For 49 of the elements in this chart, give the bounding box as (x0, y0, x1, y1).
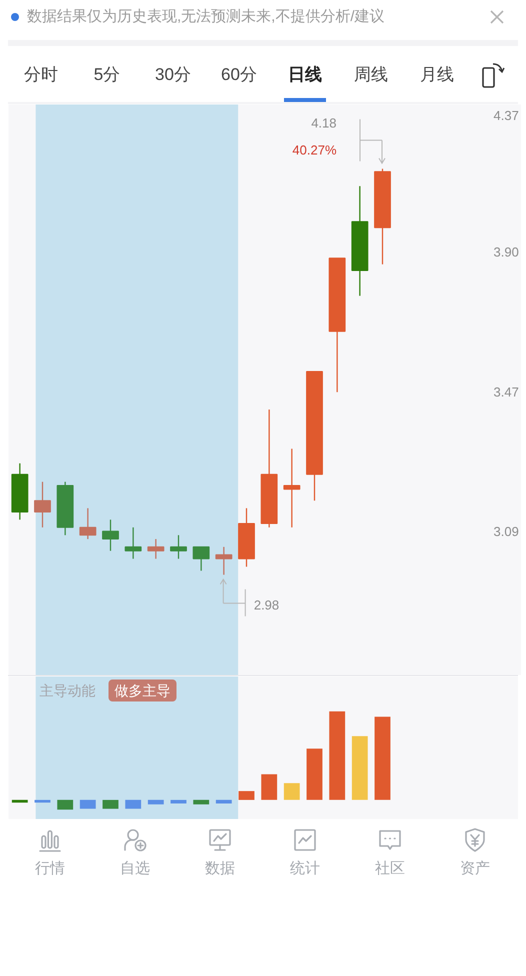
y-tick-label: 3.90 (494, 244, 519, 260)
candlestick (170, 534, 187, 560)
text: 月线 (419, 64, 455, 86)
annotation: 4.18 (311, 115, 337, 130)
text: 数据 (204, 859, 236, 879)
candlestick (215, 546, 232, 576)
text: 统计 (289, 859, 321, 879)
y-tick-label: 3.47 (494, 384, 519, 400)
candlestick (34, 481, 51, 528)
bar (261, 774, 278, 800)
text: 分时 (23, 64, 59, 86)
text: 数据结果仅为历史表现,无法预测未来,不提供分析/建议 (27, 7, 385, 27)
bar (170, 800, 186, 804)
text: 行情 (34, 859, 66, 879)
bar (12, 800, 28, 803)
bar (352, 736, 368, 800)
candlestick (124, 526, 142, 560)
candlestick (147, 538, 164, 560)
text: 60分 (220, 64, 258, 86)
text: 30分 (154, 64, 192, 86)
bar (125, 800, 142, 809)
chart-title: 主导动能 (40, 682, 96, 698)
bar (329, 711, 346, 800)
bar (216, 800, 232, 804)
candlestick (79, 508, 96, 540)
candlestick (102, 519, 119, 552)
y-tick-label: 3.09 (494, 524, 519, 539)
bar (148, 800, 164, 804)
text: 周线 (353, 64, 389, 86)
text: 资产 (459, 859, 491, 879)
bar (238, 791, 254, 800)
annotation: 2.98 (254, 597, 280, 612)
bar (102, 800, 118, 809)
bar (374, 716, 390, 800)
text: 5分 (92, 64, 122, 86)
candlestick (283, 448, 300, 528)
candlestick (192, 546, 210, 572)
bar (306, 748, 322, 800)
text: 做多主导 (114, 682, 170, 698)
text: 日线 (287, 64, 323, 86)
bar (80, 800, 96, 809)
y-tick-label: 4.37 (494, 108, 519, 123)
annotation: 40.27% (292, 142, 337, 158)
bar (284, 783, 300, 800)
text: 自选 (119, 859, 151, 879)
bar (57, 800, 74, 810)
text: 社区 (374, 859, 406, 879)
bar (34, 800, 50, 803)
bar (193, 800, 210, 804)
